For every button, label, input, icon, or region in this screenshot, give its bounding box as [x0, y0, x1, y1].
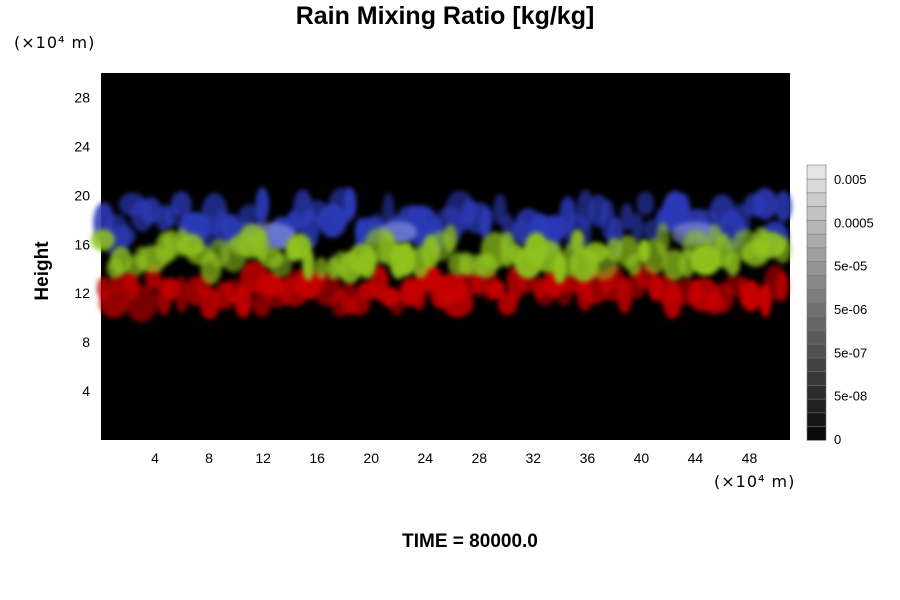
- colorbar-step: [806, 206, 827, 221]
- x-tick-label: 32: [526, 450, 542, 466]
- colorbar-label: 5e-06: [834, 302, 867, 317]
- colorbar-step: [806, 315, 827, 331]
- y-tick-label: 28: [74, 89, 90, 105]
- cloud-blob-red: [125, 285, 157, 323]
- colorbar-step: [806, 384, 827, 400]
- layer-red: [96, 260, 789, 323]
- x-tick-label: 28: [471, 450, 487, 466]
- x-tick-label: 8: [205, 450, 213, 466]
- cloud-blob-blue: [170, 191, 192, 217]
- cloud-blob-blue: [731, 203, 751, 238]
- cloud-blob-yellow-green: [90, 229, 115, 251]
- x-tick-label: 16: [309, 450, 325, 466]
- y-tick-label: 4: [82, 383, 90, 399]
- colorbar-step: [806, 343, 827, 359]
- colorbar-step: [806, 329, 827, 345]
- cloud-blob-red: [175, 276, 189, 313]
- x-tick-label: 36: [580, 450, 596, 466]
- colorbar-step: [806, 288, 827, 304]
- cloud-blob-yellow-green: [397, 241, 416, 277]
- x-tick-label: 12: [255, 450, 271, 466]
- y-tick-label: 8: [82, 334, 90, 350]
- cloud-blob-blue: [479, 205, 492, 240]
- x-tick-label: 48: [742, 450, 758, 466]
- cloud-blob-yellow-green: [443, 224, 458, 253]
- colorbar-step: [806, 370, 827, 386]
- cloud-blob-red: [99, 287, 129, 318]
- cloud-blob-yellow-green: [110, 246, 132, 276]
- x-tick-label: 20: [363, 450, 379, 466]
- cloud-blob-red: [486, 279, 505, 299]
- colorbar-step: [806, 398, 827, 414]
- colorbar-label: 5e-05: [834, 259, 867, 274]
- x-axis-unit: (×10⁴ m): [714, 472, 796, 491]
- colorbar-label: 0.0005: [834, 215, 874, 230]
- time-label: TIME = 80000.0: [402, 531, 538, 552]
- colorbar-step: [806, 178, 827, 194]
- cloud-blob-yellow-green: [627, 253, 642, 276]
- cloud-blob-blue: [576, 189, 595, 231]
- colorbar-step: [806, 357, 827, 372]
- colorbar-step: [806, 412, 827, 427]
- cloud-blob-red: [234, 284, 252, 318]
- colorbar-step: [806, 164, 827, 180]
- colorbar-label: 5e-07: [834, 345, 867, 360]
- colorbar-step: [806, 233, 827, 249]
- cloud-blob-yellow-green: [162, 229, 180, 261]
- x-tick-label: 4: [151, 450, 159, 466]
- colorbar-step: [806, 260, 827, 276]
- x-tick-label: 44: [688, 450, 704, 466]
- x-tick-label: 24: [417, 450, 433, 466]
- cloud-blob-blue: [255, 187, 270, 223]
- colorbar-step: [806, 192, 827, 207]
- y-tick-label: 24: [74, 138, 90, 154]
- colorbar-step: [806, 274, 827, 290]
- cloud-blob-yellow-green: [269, 254, 292, 278]
- cloud-blob-yellow-green: [570, 229, 585, 253]
- cloud-blob-red: [345, 294, 371, 316]
- y-tick-label: 16: [74, 236, 90, 252]
- cloud-blob-yellow-green: [774, 236, 792, 264]
- cloud-blob-red: [252, 291, 271, 318]
- x-axis-ticks: 4 8 12 16 20 24 28 32 36 40 44 48: [151, 450, 757, 466]
- cloud-blob-blue: [620, 203, 634, 231]
- colorbar-step: [806, 219, 827, 235]
- cloud-blob-blue: [636, 191, 655, 216]
- cloud-blob-blue: [752, 187, 778, 220]
- cloud-blob-red: [775, 271, 789, 303]
- x-tick-label: 40: [634, 450, 650, 466]
- layer-yellow-green: [90, 222, 792, 285]
- colorbar-step: [806, 302, 827, 317]
- y-tick-label: 20: [74, 187, 90, 203]
- colorbar-label: 0.005: [834, 172, 867, 187]
- y-axis-ticks: 4 8 12 16 20 24 28: [74, 89, 90, 399]
- cloud-blob-yellow-green: [315, 257, 328, 280]
- colorbar: 0.005 0.0005 5e-05 5e-06 5e-07 5e-08 0: [806, 164, 874, 447]
- cloud-blob-yellow-green: [725, 251, 741, 276]
- y-tick-label: 12: [74, 285, 90, 301]
- chart-title: Rain Mixing Ratio [kg/kg]: [295, 2, 595, 30]
- colorbar-step: [806, 425, 827, 441]
- cloud-blob-red: [740, 280, 762, 312]
- cloud-blob-blue: [631, 213, 644, 242]
- colorbar-step: [806, 247, 827, 262]
- colorbar-label: 5e-08: [834, 389, 867, 404]
- colorbar-label: 0: [834, 432, 841, 447]
- cloud-blob-blue: [774, 190, 792, 223]
- cloud-blob-blue: [493, 193, 507, 226]
- y-axis-unit: (×10⁴ m): [14, 33, 96, 52]
- cloud-blob-yellow-green: [656, 222, 670, 257]
- cloud-blob-blue: [343, 187, 357, 219]
- cloud-blob-yellow-green: [302, 247, 315, 281]
